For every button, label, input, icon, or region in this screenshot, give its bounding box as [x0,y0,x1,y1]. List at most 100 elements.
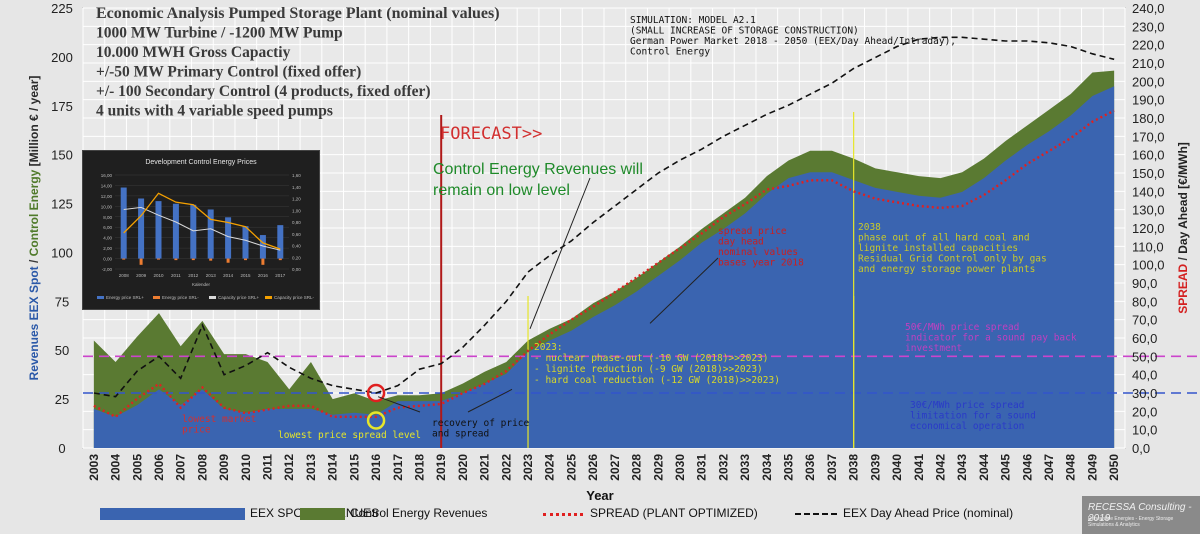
inset-right-tick: 0,40 [292,244,301,249]
right-tick-label: 20,0 [1132,404,1157,419]
x-tick-label: 2030 [673,454,687,481]
inset-legend-swatch [97,296,104,299]
x-tick-label: 2045 [999,454,1013,481]
inset-legend-label: Capacity price SRL+ [218,295,260,300]
chart-areas [93,70,1115,449]
inset-neg-bar [226,258,230,263]
inset-legend-label: Energy price SRL+ [106,295,144,300]
inset-neg-bar [174,258,178,261]
inset-category: 2008 [119,273,130,278]
reference-lines [83,355,1200,394]
inset-chart-svg: Development Control Energy Prices 16,00 14… [97,159,315,300]
inset-category: 2015 [240,273,251,278]
x-tick-label: 2040 [890,454,904,481]
right-tick-label: 170,0 [1132,129,1165,144]
inset-bar [259,235,266,259]
x-tick-label: 2010 [239,454,253,481]
inset-legend-label: Energy price SRL- [162,295,199,300]
inset-legend-label: Capacity price SRL- [274,295,315,300]
inset-x-title: Kalender [192,282,211,287]
inset-left-tick: 8,00 [103,215,112,220]
x-tick-label: 2044 [977,454,991,481]
inset-neg-bar [191,258,195,261]
inset-neg-bar [261,258,265,265]
left-tick-label: 50 [55,343,69,358]
inset-legend-swatch [153,296,160,299]
x-tick-label: 2009 [217,454,231,481]
x-tick-label: 2037 [825,454,839,481]
inset-bar [120,187,127,259]
note-30: 30€/MWh price spread [910,400,1024,411]
x-tick-label: 2050 [1107,454,1121,481]
right-tick-label: 90,0 [1132,276,1157,291]
branding-box: RECESSA Consulting - 2019 Renewable Ener… [1082,496,1200,534]
x-tick-label: 2033 [738,454,752,481]
x-tick-label: 2003 [87,454,101,481]
inset-left-tick: 0,00 [103,257,112,262]
line-spread [93,109,1115,419]
right-tick-label: 180,0 [1132,111,1165,126]
left-tick-label: 125 [51,197,73,212]
legend-label-spread: SPREAD (PLANT OPTIMIZED) [590,506,758,520]
right-tick-label: 230,0 [1132,19,1165,34]
note-2038: phase out of all hard coal and [858,233,1030,244]
x-tick-label: 2047 [1042,454,1056,481]
right-tick-label: 100,0 [1132,258,1165,273]
x-tick-label: 2017 [391,454,405,481]
x-tick-label: 2007 [174,454,188,481]
note-50: indicator for a sound pay back [905,333,1077,344]
chart-legend: EEX SPOT REVENUES Control Energy Revenue… [0,500,1200,530]
left-axis-title-part: Control Energy [27,169,41,256]
right-tick-label: 60,0 [1132,331,1157,346]
inset-right-tick: 1,40 [292,185,301,190]
x-tick-label: 2043 [955,454,969,481]
legend-swatch-day-ahead [795,513,837,515]
inset-neg-bar [157,258,160,260]
left-axis-title: Revenues EEX Spot / Control Energy [Mill… [27,76,41,381]
x-tick-label: 2041 [912,454,926,481]
right-axis-title-part: / [1176,254,1190,264]
annotation-arrow [467,388,513,413]
inset-left-tick: -2,00 [102,267,113,272]
x-tick-label: 2015 [347,454,361,481]
inset-left-tick: 6,00 [103,225,112,230]
simulation-line: German Power Market 2018 - 2050 (EEX/Day… [630,36,956,47]
inset-right-tick: 0,60 [292,232,301,237]
left-tick-label: 225 [51,1,73,16]
x-tick-label: 2014 [326,454,340,481]
x-tick-label: 2038 [847,454,861,481]
inset-right-tick: 1,00 [292,208,301,213]
legend-label-control-energy: Control Energy Revenues [350,506,488,520]
note-50: investment [905,343,962,354]
inset-bar [172,203,179,259]
right-tick-label: 10,0 [1132,423,1157,438]
right-tick-label: 120,0 [1132,221,1165,236]
lowest-market-note: price [182,425,211,436]
right-tick-label: 30,0 [1132,386,1157,401]
inset-bar [225,217,232,259]
right-tick-label: 160,0 [1132,148,1165,163]
x-tick-label: 2035 [782,454,796,481]
note-2023: - nuclear phase-out (-10 GW (2018)>>2023… [534,353,769,364]
note-30: economical operation [910,421,1024,432]
x-tick-label: 2024 [543,454,557,481]
inset-neg-bar [244,258,247,261]
x-tick-label: 2048 [1064,454,1078,481]
x-tick-label: 2028 [630,454,644,481]
note-2023: - hard coal reduction (-12 GW (2018)>>20… [534,375,780,386]
right-tick-label: 80,0 [1132,294,1157,309]
branding-name: RECESSA Consulting - 2019 [1088,502,1192,524]
left-tick-label: 100 [51,245,73,260]
right-tick-label: 220,0 [1132,38,1165,53]
note-2038: Residual Grid Control only by gas [858,254,1047,265]
right-tick-label: 130,0 [1132,203,1165,218]
x-tick-label: 2021 [478,454,492,481]
right-tick-label: 150,0 [1132,166,1165,181]
inset-legend-swatch [209,296,216,299]
chart-lines [93,36,1115,419]
inset-bar [207,209,214,259]
inset-title: Development Control Energy Prices [145,159,257,166]
right-tick-label: 40,0 [1132,368,1157,383]
inset-right-tick: 1,20 [292,197,301,202]
annotation-arrow [529,177,591,330]
